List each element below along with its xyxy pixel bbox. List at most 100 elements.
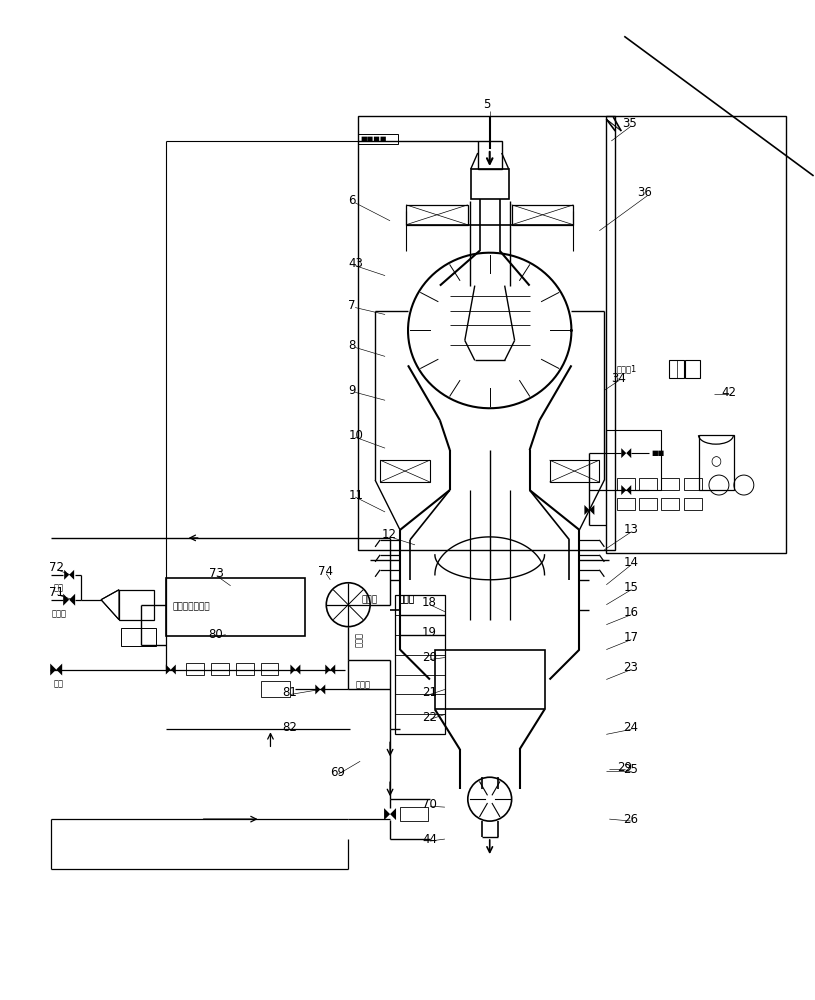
Text: 34: 34 xyxy=(611,372,626,385)
Bar xyxy=(549,460,599,482)
Text: 71: 71 xyxy=(49,586,64,599)
Polygon shape xyxy=(330,665,335,675)
Bar xyxy=(395,595,445,734)
Bar xyxy=(639,478,657,490)
Bar xyxy=(261,681,290,697)
Polygon shape xyxy=(165,665,171,675)
Text: 天燃气: 天燃气 xyxy=(51,609,66,618)
Text: 还原气: 还原气 xyxy=(398,595,414,604)
Polygon shape xyxy=(64,570,69,580)
Text: 11: 11 xyxy=(348,489,363,502)
Bar xyxy=(684,498,702,510)
Text: 73: 73 xyxy=(209,567,223,580)
Polygon shape xyxy=(621,485,626,495)
Bar xyxy=(119,590,154,620)
Text: ■■: ■■ xyxy=(651,450,664,456)
Text: 13: 13 xyxy=(623,523,638,536)
Text: 16: 16 xyxy=(623,606,638,619)
Text: 19: 19 xyxy=(422,626,437,639)
Bar xyxy=(669,360,684,378)
Text: 35: 35 xyxy=(623,117,637,130)
Bar xyxy=(512,205,574,225)
Bar xyxy=(606,430,661,490)
Text: 42: 42 xyxy=(721,386,736,399)
Text: 72: 72 xyxy=(49,561,64,574)
Text: 29: 29 xyxy=(617,761,632,774)
Polygon shape xyxy=(589,505,594,515)
Text: 43: 43 xyxy=(348,257,363,270)
Bar xyxy=(165,578,306,636)
Text: 氮气: 氮气 xyxy=(53,679,64,688)
Text: 44: 44 xyxy=(422,833,437,846)
Text: 17: 17 xyxy=(623,631,638,644)
Text: 6: 6 xyxy=(348,194,355,207)
Polygon shape xyxy=(384,808,390,820)
Bar xyxy=(236,663,253,675)
Bar xyxy=(661,498,679,510)
Bar xyxy=(617,478,635,490)
Text: 23: 23 xyxy=(623,661,638,674)
Text: ○: ○ xyxy=(711,456,721,469)
Text: 70: 70 xyxy=(422,798,437,811)
Bar xyxy=(261,663,279,675)
Bar xyxy=(358,116,615,550)
Bar xyxy=(121,628,156,646)
Bar xyxy=(684,478,702,490)
Bar xyxy=(685,360,700,378)
Text: 12: 12 xyxy=(382,528,397,541)
Bar xyxy=(400,807,428,821)
Polygon shape xyxy=(390,808,396,820)
Polygon shape xyxy=(51,664,56,676)
Text: 9: 9 xyxy=(348,384,355,397)
Text: 冷却气: 冷却气 xyxy=(355,680,370,689)
Text: 22: 22 xyxy=(422,711,437,724)
Polygon shape xyxy=(295,665,301,675)
Text: 15: 15 xyxy=(623,581,638,594)
Bar xyxy=(210,663,229,675)
Bar xyxy=(358,134,398,144)
Polygon shape xyxy=(64,594,69,606)
Text: 还原气: 还原气 xyxy=(362,595,378,604)
Bar xyxy=(471,169,509,199)
Polygon shape xyxy=(69,570,74,580)
Polygon shape xyxy=(626,448,632,458)
Text: 81: 81 xyxy=(283,686,297,699)
Text: 82: 82 xyxy=(283,721,297,734)
Bar xyxy=(380,460,430,482)
Polygon shape xyxy=(69,594,75,606)
Text: 氮气: 氮气 xyxy=(53,583,64,592)
Text: 20: 20 xyxy=(422,651,437,664)
Text: 36: 36 xyxy=(637,186,652,199)
Text: 69: 69 xyxy=(330,766,346,779)
Text: 护料筒1: 护料筒1 xyxy=(616,364,637,373)
Text: 80: 80 xyxy=(209,628,223,641)
Bar xyxy=(435,650,544,709)
Bar xyxy=(661,478,679,490)
Polygon shape xyxy=(56,664,62,676)
Bar xyxy=(639,498,657,510)
Bar xyxy=(478,141,502,169)
Bar xyxy=(617,498,635,510)
Text: 18: 18 xyxy=(422,596,437,609)
Polygon shape xyxy=(315,684,320,694)
Polygon shape xyxy=(325,665,330,675)
Text: 25: 25 xyxy=(623,763,638,776)
Text: 26: 26 xyxy=(623,813,638,826)
Polygon shape xyxy=(584,505,589,515)
Bar xyxy=(699,435,734,490)
Bar xyxy=(406,205,468,225)
Polygon shape xyxy=(171,665,176,675)
Text: 14: 14 xyxy=(623,556,638,569)
Text: 正压气: 正压气 xyxy=(398,595,414,604)
Text: 7: 7 xyxy=(348,299,355,312)
Polygon shape xyxy=(621,448,626,458)
Polygon shape xyxy=(320,684,325,694)
Text: ■■■■: ■■■■ xyxy=(360,136,386,142)
Text: 5: 5 xyxy=(482,98,490,111)
Text: 24: 24 xyxy=(623,721,638,734)
Text: 21: 21 xyxy=(422,686,437,699)
Bar xyxy=(606,116,786,553)
Text: 还原气: 还原气 xyxy=(355,632,364,647)
Polygon shape xyxy=(290,665,295,675)
Text: 74: 74 xyxy=(319,565,333,578)
